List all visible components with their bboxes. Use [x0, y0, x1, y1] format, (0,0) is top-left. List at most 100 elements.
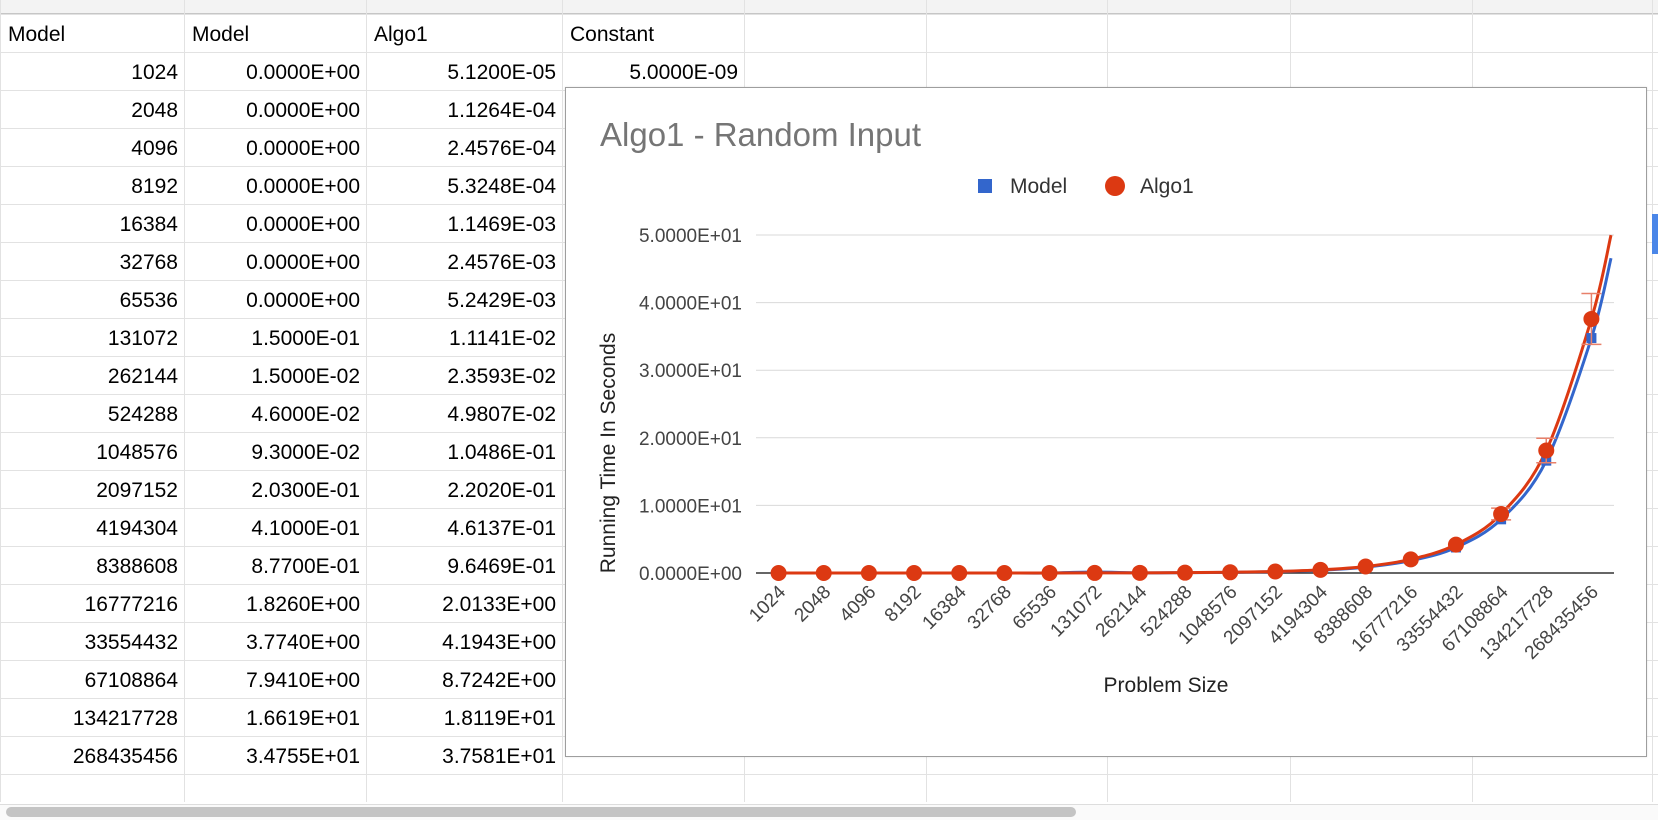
data-cell[interactable]: 0.0000E+00 [246, 99, 360, 122]
data-cell[interactable]: 16777216 [84, 593, 178, 616]
data-cell[interactable]: 8.7700E-01 [251, 555, 360, 578]
data-cell[interactable]: 4.6000E-02 [251, 403, 360, 426]
data-cell[interactable]: 1.8119E+01 [443, 707, 556, 730]
data-cell[interactable]: 9.6469E-01 [447, 555, 556, 578]
data-cell[interactable]: 2097152 [96, 479, 178, 502]
data-cell[interactable]: 2.4576E-03 [447, 251, 556, 274]
chart-series [770, 234, 1613, 581]
data-cell[interactable]: 1.1469E-03 [447, 213, 556, 236]
data-cell[interactable]: 0.0000E+00 [246, 61, 360, 84]
data-cell[interactable]: 2.3593E-02 [447, 365, 556, 388]
data-cell[interactable]: 0.0000E+00 [246, 137, 360, 160]
data-point-circle [1447, 536, 1464, 553]
data-cell[interactable]: 0.0000E+00 [246, 213, 360, 236]
column-divider [184, 0, 185, 802]
series-line [778, 234, 1613, 575]
data-cell[interactable]: 2.0300E-01 [251, 479, 360, 502]
data-cell[interactable]: 16384 [119, 213, 178, 236]
row-divider [0, 52, 1658, 53]
data-cell[interactable]: 4096 [131, 137, 178, 160]
data-cell[interactable]: 262144 [107, 365, 178, 388]
data-cell[interactable]: 8192 [131, 175, 178, 198]
data-point-circle [1493, 506, 1510, 523]
data-cell[interactable]: 2.4576E-04 [447, 137, 556, 160]
x-tick-label: 2048 [791, 582, 836, 627]
selection-edge-marker [1652, 214, 1658, 254]
chart-y-ticks: 0.0000E+00 1.0000E+01 2.0000E+01 3.0000E+01… [639, 226, 742, 585]
data-cell[interactable]: 0.0000E+00 [246, 251, 360, 274]
data-cell[interactable]: 33554432 [84, 631, 178, 654]
data-cell[interactable]: 8388608 [96, 555, 178, 578]
data-cell[interactable]: 0.0000E+00 [246, 175, 360, 198]
data-cell[interactable]: 32768 [119, 251, 178, 274]
chart-title: Algo1 - Random Input [600, 116, 921, 153]
header-cell[interactable]: Constant [570, 23, 655, 46]
data-cell[interactable]: 3.7581E+01 [442, 745, 556, 768]
data-cell[interactable]: 5.1200E-05 [447, 61, 556, 84]
data-cell[interactable]: 1.0486E-01 [447, 441, 556, 464]
data-cell[interactable]: 8.7242E+00 [442, 669, 556, 692]
data-cell[interactable]: 3.7740E+00 [246, 631, 360, 654]
data-cell[interactable]: 2048 [131, 99, 178, 122]
x-tick-label: 16384 [919, 581, 972, 634]
data-point-circle [1222, 564, 1239, 581]
data-cell[interactable]: 4194304 [96, 517, 178, 540]
data-point-circle [1177, 564, 1193, 581]
data-cell[interactable]: 134217728 [72, 707, 178, 730]
data-cell[interactable]: 5.2429E-03 [447, 289, 556, 312]
data-cell[interactable]: 1.1141E-02 [448, 327, 556, 350]
data-cell[interactable]: 4.1943E+00 [442, 631, 556, 654]
data-point-circle [860, 564, 877, 581]
data-cell[interactable]: 1.8260E+00 [246, 593, 360, 616]
legend-label: Algo1 [1140, 175, 1194, 198]
data-cell[interactable]: 1.5000E-01 [251, 327, 360, 350]
data-point-circle [1041, 564, 1058, 581]
data-cell[interactable]: 1048576 [96, 441, 178, 464]
data-cell[interactable]: 65536 [119, 289, 178, 312]
embedded-chart[interactable]: Algo1 - Random Input Model Algo1 0.0000E+… [565, 87, 1647, 757]
data-cell[interactable]: 0.0000E+00 [246, 289, 360, 312]
data-cell[interactable]: 4.6137E-01 [447, 517, 556, 540]
data-cell[interactable]: 1.1264E-04 [447, 99, 556, 122]
constant-cell[interactable]: 5.0000E-09 [629, 61, 738, 84]
column-divider [366, 0, 367, 802]
data-cell[interactable]: 268435456 [72, 745, 178, 768]
data-cell[interactable]: 2.0133E+00 [442, 593, 556, 616]
row-divider [0, 14, 1658, 15]
column-divider [0, 0, 1, 802]
column-header-strip [0, 0, 1658, 14]
header-cell[interactable]: Model [8, 23, 66, 46]
data-point-circle [1402, 551, 1419, 568]
header-cell[interactable]: Algo1 [374, 23, 428, 46]
data-cell[interactable]: 5.3248E-04 [447, 175, 556, 198]
data-cell[interactable]: 67108864 [84, 669, 178, 692]
x-tick-label: 4096 [836, 582, 881, 627]
chart-y-axis-label: Running Time In Seconds [597, 333, 620, 573]
data-cell[interactable]: 9.3000E-02 [251, 441, 360, 464]
data-cell[interactable]: 4.9807E-02 [447, 403, 556, 426]
data-cell[interactable]: 131072 [107, 327, 178, 350]
data-cell[interactable]: 2.2020E-01 [447, 479, 556, 502]
legend-swatch-circle [1105, 176, 1125, 196]
y-tick-label: 5.0000E+01 [639, 226, 742, 247]
data-point-circle [815, 564, 832, 581]
chart-x-ticks: 1024 2048 4096 8192163843276865536131072262… [745, 581, 1603, 663]
horizontal-scrollbar-thumb[interactable] [6, 807, 1076, 817]
header-cell[interactable]: Model [192, 23, 250, 46]
x-tick-label: 32768 [964, 582, 1016, 634]
row-divider [0, 774, 1658, 775]
data-point-circle [1312, 561, 1329, 578]
y-tick-label: 4.0000E+01 [639, 294, 742, 315]
data-cell[interactable]: 1.5000E-02 [251, 365, 360, 388]
data-cell[interactable]: 1024 [131, 61, 178, 84]
data-point-circle [906, 564, 923, 581]
data-cell[interactable]: 7.9410E+00 [246, 669, 360, 692]
data-cell[interactable]: 524288 [107, 403, 178, 426]
data-cell[interactable]: 3.4755E+01 [246, 745, 360, 768]
y-tick-label: 0.0000E+00 [639, 564, 742, 585]
data-point-circle [770, 564, 787, 581]
data-cell[interactable]: 1.6619E+01 [246, 707, 360, 730]
legend-label: Model [1010, 175, 1067, 198]
data-point-circle [996, 564, 1013, 581]
data-cell[interactable]: 4.1000E-01 [251, 517, 360, 540]
